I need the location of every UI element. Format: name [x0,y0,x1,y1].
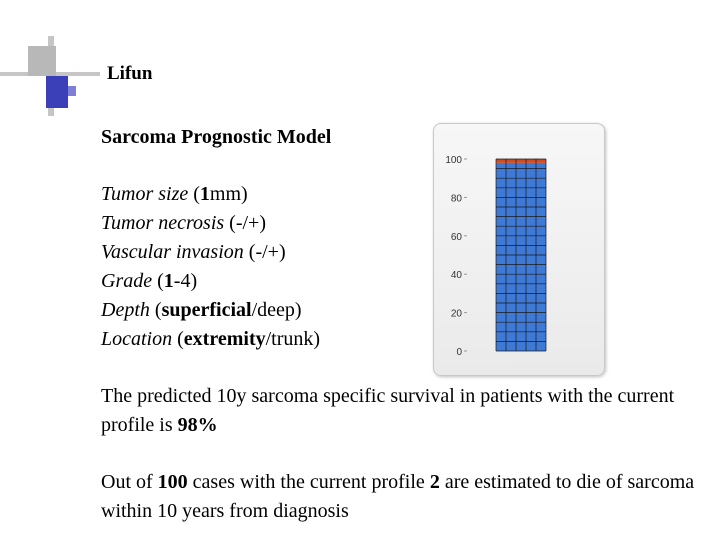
survival-chart-panel: 0 20 40 60 80 100 [433,123,605,376]
parameter-pre: ( [188,183,200,205]
parameter-selected: 1 [199,183,210,205]
cases-deaths: 2 [429,471,440,493]
parameter-row: Location (extremity/trunk) [101,325,320,354]
cases-total: 100 [157,471,188,493]
parameter-row: Tumor necrosis (-/+) [101,209,320,238]
cases-text-pre: Out of [101,471,158,493]
survival-statement: The predicted 10y sarcoma specific survi… [101,382,716,440]
parameter-name: Location [101,328,173,350]
y-tick-label: 0 [456,347,462,358]
cases-text-post: are estimated to die of sarcoma within 1… [101,471,695,522]
y-tick-label: 100 [445,155,462,166]
death-bar-segment [496,159,546,163]
parameter-pre: (-/+) [243,241,286,263]
survival-text: The predicted 10y sarcoma specific survi… [101,385,675,436]
header-title: Lifun [107,63,153,84]
parameter-selected: 1 [163,270,174,292]
parameter-selected: superficial [161,299,252,321]
parameter-pre: ( [149,299,162,321]
parameter-rest: /deep) [251,299,302,321]
parameter-row: Grade (1-4) [101,267,320,296]
parameter-pre: ( [152,270,164,292]
cases-text-mid: cases with the current profile [187,471,430,493]
parameter-rest: mm) [209,183,248,205]
parameter-pre: (-/+) [224,212,266,234]
survive-bar-segment [496,162,546,351]
y-tick-label: 20 [451,309,463,320]
survival-chart: 0 20 40 60 80 100 [445,155,547,358]
parameter-name: Depth [101,299,150,321]
parameter-row: Vascular invasion (-/+) [101,238,320,267]
parameter-selected: extremity [183,328,266,350]
y-tick-label: 40 [451,270,463,281]
parameter-name: Vascular invasion [101,241,244,263]
y-tick-label: 60 [451,232,463,243]
model-title: Sarcoma Prognostic Model [101,126,332,148]
slide-logo-decoration [0,36,100,116]
cases-statement: Out of 100 cases with the current profil… [101,468,716,526]
y-tick-label: 80 [451,193,463,204]
parameter-name: Grade [101,270,153,292]
parameter-rest: -4) [173,270,198,292]
parameter-name: Tumor necrosis [101,212,225,234]
parameter-rest: /trunk) [265,328,321,350]
parameter-row: Depth (superficial/deep) [101,296,320,325]
parameter-name: Tumor size [101,183,189,205]
parameter-list: Tumor size (1mm) Tumor necrosis (-/+) Va… [101,180,320,354]
survival-value: 98% [177,414,218,436]
parameter-row: Tumor size (1mm) [101,180,320,209]
parameter-pre: ( [172,328,184,350]
